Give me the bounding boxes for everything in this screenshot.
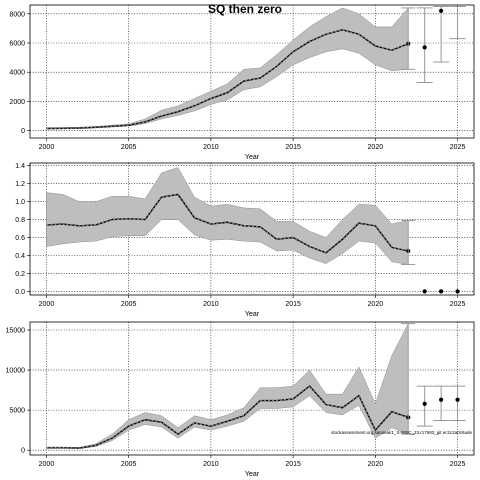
middle-ytick-label: 0.2 (15, 271, 25, 278)
bottom-xtick-label: 2010 (203, 461, 219, 468)
bottom-xtick-label: 2005 (121, 461, 137, 468)
middle-projection-point (439, 289, 444, 294)
top-ytick-label: 8000 (9, 11, 25, 18)
top-projection-point (439, 8, 444, 13)
chart-title: SQ then zero (208, 2, 282, 16)
middle-xtick-label: 2020 (368, 301, 384, 308)
bottom-projection-point (422, 401, 427, 406)
middle-xtick-label: 2015 (285, 301, 301, 308)
bottom-xtick-label: 2015 (285, 461, 301, 468)
middle-series-dash (46, 194, 409, 254)
bottom-ytick-label: 0 (21, 448, 25, 455)
middle-ytick-label: 0.0 (15, 289, 25, 296)
middle-xtick-label: 2010 (203, 301, 219, 308)
bottom-annotation: stockassessment.org,sanseal/1_S-WSC_23,r… (331, 430, 472, 435)
middle-plot-frame (29, 162, 475, 296)
middle-projection-point (455, 289, 460, 294)
middle-ytick-label: 0.4 (15, 253, 25, 260)
bottom-plot-frame (29, 321, 475, 456)
bottom-ytick-label: 15000 (6, 328, 26, 335)
top-xtick-label: 2025 (450, 144, 466, 151)
top-xtick-label: 2010 (203, 144, 219, 151)
top-series-dash (46, 29, 409, 129)
middle-ytick-label: 1.0 (15, 199, 25, 206)
bottom-projection-point (439, 397, 444, 402)
top-xtick-label: 2020 (368, 144, 384, 151)
bottom-series-dash (46, 385, 409, 449)
top-xtick-label: 2005 (121, 144, 137, 151)
bottom-xtick-label: 2020 (368, 461, 384, 468)
top-plot-area (30, 5, 474, 138)
middle-ytick-label: 1.2 (15, 181, 25, 188)
bottom-xtick-label: 2025 (450, 461, 466, 468)
top-ytick-label: 2000 (9, 99, 25, 106)
middle-ytick-label: 0.8 (15, 217, 25, 224)
middle-xtick-label: 2025 (450, 301, 466, 308)
middle-x-axis-label: Year (245, 311, 260, 318)
bottom-ytick-label: 10000 (6, 368, 26, 375)
top-ytick-label: 4000 (9, 70, 25, 77)
bottom-ytick-label: 5000 (9, 408, 25, 415)
bottom-xtick-label: 2000 (39, 461, 55, 468)
bottom-plot-area (30, 322, 474, 455)
top-ytick-label: 0 (21, 128, 25, 135)
bottom-x-axis-label: Year (245, 471, 260, 478)
panel-middle: 2000 2005 2010 2015 2020 2025 0.0 0.2 0.4 0.6 0.8 1… (15, 162, 475, 318)
middle-ytick-label: 0.6 (15, 235, 25, 242)
middle-ytick-label: 1.4 (15, 163, 25, 170)
middle-plot-area (30, 163, 474, 295)
top-x-axis-label: Year (245, 154, 260, 161)
top-projection-point (422, 45, 427, 50)
middle-xtick-label: 2005 (121, 301, 137, 308)
middle-xtick-label: 2000 (39, 301, 55, 308)
top-confidence-band (46, 7, 409, 130)
top-xtick-label: 2000 (39, 144, 55, 151)
middle-projection-point (422, 289, 427, 294)
bottom-projection-point (455, 397, 460, 402)
top-xtick-label: 2015 (285, 144, 301, 151)
middle-confidence-band (46, 167, 409, 265)
top-plot-frame (29, 4, 475, 139)
top-ytick-label: 6000 (9, 41, 25, 48)
panel-top: 2000 2005 2010 2015 2020 2025 0 2000 4000 6000 800… (9, 4, 475, 161)
panel-bottom: 2000 2005 2010 2015 2020 2025 0 5000 10000 15000 Y… (6, 321, 475, 478)
